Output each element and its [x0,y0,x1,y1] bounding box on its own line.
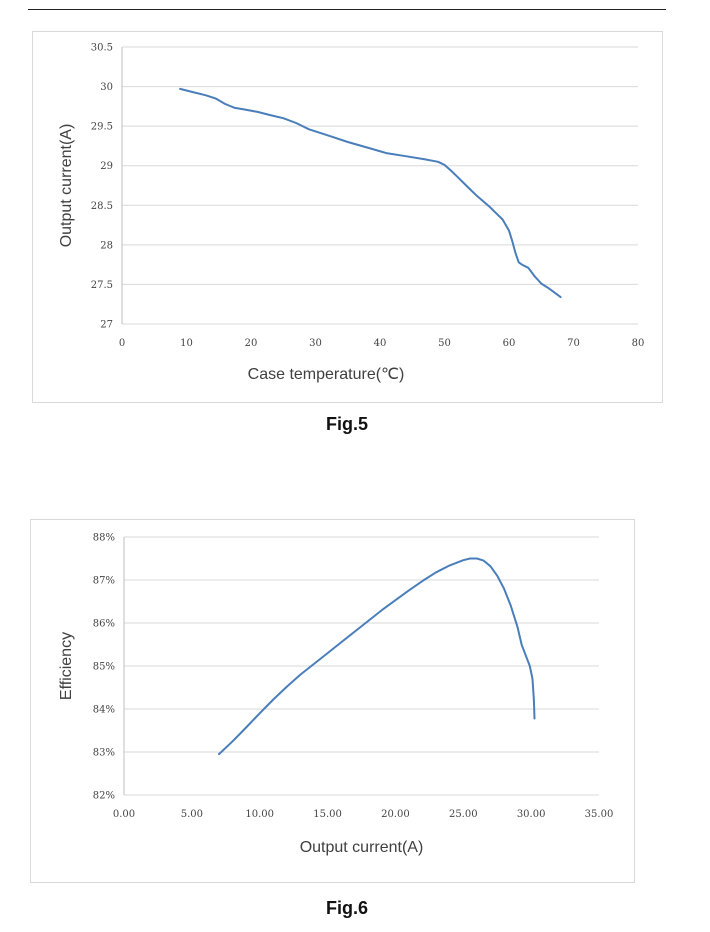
fig6-y-axis-title: Efficiency [58,632,75,700]
fig6-x-tick-label: 25.00 [449,809,478,820]
fig5-x-tick-label: 30 [309,338,322,349]
fig6-chart: 82% 83% 84% 85% 86% 87% 88% 0.00 5.00 10.00 15.00 2… [58,533,614,857]
fig6-x-tick-label: 0.00 [113,809,135,820]
fig6-x-tick-label: 20.00 [381,809,410,820]
fig6-y-tick-label: 87% [93,576,115,587]
fig5-x-tick-label: 0 [119,338,125,349]
fig5-x-tick-label: 80 [632,338,645,349]
fig6-y-tick-label: 88% [93,533,115,544]
fig5-caption: Fig.5 [325,414,368,434]
fig5-y-axis-title: Output current(A) [58,124,75,248]
fig6-y-tick-label: 85% [93,662,115,673]
fig6-x-tick-label: 10.00 [245,809,274,820]
fig5-x-tick-label: 20 [245,338,258,349]
fig5-x-tick-label: 40 [374,338,387,349]
page-top-rule [28,9,666,10]
fig6-x-tick-label: 5.00 [181,809,203,820]
fig5-chart-frame: 27 27.5 28 28.5 29 29.5 30 30.5 0 10 20 30 40 50 60 70 8… [32,31,663,403]
fig5-x-axis-title: Case temperature(℃) [248,366,405,383]
fig6-y-tick-label: 83% [93,748,115,759]
fig6-y-tick-label: 86% [93,619,115,630]
fig6-x-tick-label: 15.00 [313,809,342,820]
fig6-x-tick-label: 30.00 [517,809,546,820]
fig5-y-tick-label: 28.5 [91,201,113,212]
fig5-y-tick-label: 27 [100,320,113,331]
fig5-y-tick-label: 28 [100,240,113,251]
fig5-x-tick-label: 50 [438,338,451,349]
fig5-y-tick-label: 30.5 [91,43,113,54]
fig6-series-line [218,557,536,756]
fig6-x-axis-title: Output current(A) [300,839,424,856]
fig5-y-tick-label: 29 [100,161,113,172]
fig6-caption: Fig.6 [325,898,368,918]
fig5-x-tick-label: 10 [180,338,193,349]
fig5-y-tick-label: 29.5 [91,122,113,133]
fig6-x-tick-label: 35.00 [585,809,614,820]
fig5-series-line [179,87,562,299]
fig5-y-tick-label: 30 [100,82,113,93]
fig5-y-tick-label: 27.5 [91,280,113,291]
fig5-x-tick-label: 70 [567,338,580,349]
fig5-chart: 27 27.5 28 28.5 29 29.5 30 30.5 0 10 20 30 40 50 60 70 8… [58,43,645,384]
fig6-chart-frame: 82% 83% 84% 85% 86% 87% 88% 0.00 5.00 10.00 15.00 2… [30,519,635,883]
fig6-y-tick-label: 84% [93,705,115,716]
fig6-y-tick-label: 82% [93,791,115,802]
fig5-x-tick-label: 60 [503,338,516,349]
